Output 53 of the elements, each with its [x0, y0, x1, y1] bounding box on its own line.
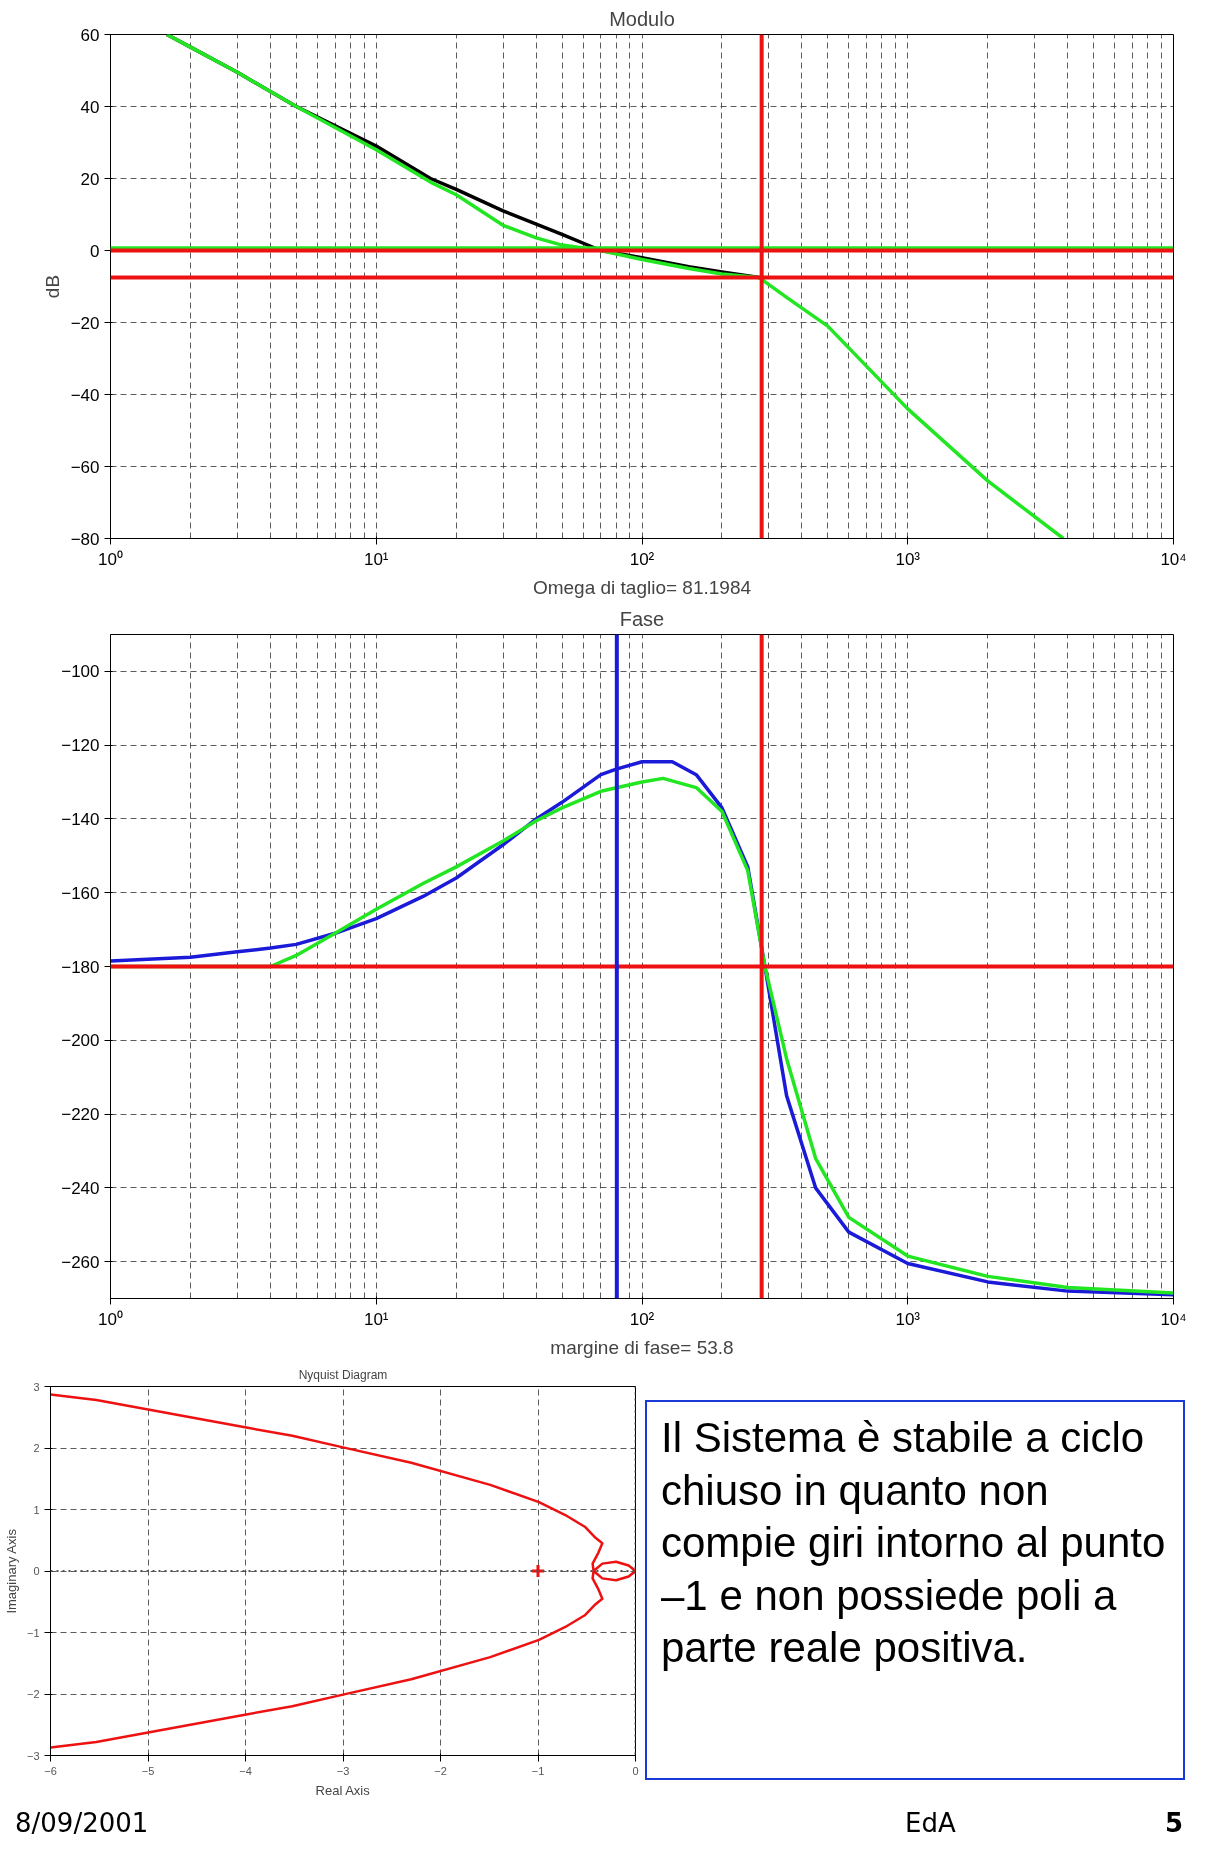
y-tick-label: −140 — [61, 809, 100, 829]
y-tick-label: 0 — [33, 1565, 40, 1577]
x-tick-label: 10⁴ — [1160, 1309, 1187, 1329]
y-tick-label: −1 — [26, 1626, 40, 1639]
chart-title: Fase — [619, 607, 665, 630]
y-tick-label: −220 — [61, 1105, 100, 1125]
y-tick-label: −2 — [26, 1688, 40, 1700]
x-tick-label: 10¹ — [363, 549, 389, 569]
x-tick-label: 10³ — [895, 1309, 921, 1329]
y-tick-label: −260 — [61, 1252, 100, 1272]
y-tick-label: 60 — [80, 25, 100, 45]
y-tick-label: 3 — [33, 1380, 40, 1393]
y-tick-label: −40 — [70, 385, 100, 405]
x-tick-label: −5 — [141, 1764, 155, 1777]
x-tick-label: 10² — [629, 549, 655, 569]
x-tick-label: −4 — [239, 1764, 252, 1777]
x-tick-label: 0 — [632, 1764, 639, 1777]
x-axis-title: Real Axis — [315, 1782, 371, 1798]
y-tick-label: 2 — [33, 1442, 40, 1454]
x-tick-label: 10¹ — [363, 1309, 389, 1329]
y-tick-label: −240 — [61, 1178, 100, 1198]
x-tick-label: −1 — [531, 1764, 545, 1777]
y-tick-label: 0 — [90, 241, 100, 261]
text: 5 — [1165, 1807, 1184, 1840]
x-axis-title: margine di fase= 53.8 — [550, 1336, 734, 1358]
y-tick-label: −120 — [61, 736, 100, 756]
y-tick-label: −20 — [70, 313, 100, 333]
chart-title: Modulo — [609, 7, 675, 30]
y-tick-label: −180 — [61, 957, 100, 977]
y-tick-label: −100 — [61, 662, 100, 682]
x-tick-label: 10³ — [895, 549, 921, 569]
y-tick-label: −80 — [70, 529, 100, 549]
text: Il Sistema è stabile a ciclo chiuso in quanto non compie giri intorno al punto –1 e non possiede poli a parte reale positiva. — [661, 1413, 1167, 1673]
y-tick-label: −60 — [70, 457, 100, 477]
y-tick-label: −200 — [61, 1031, 100, 1051]
y-axis-title: dB — [41, 274, 63, 299]
x-tick-label: −2 — [434, 1764, 447, 1777]
y-axis-title: Imaginary Axis — [3, 1528, 19, 1614]
x-tick-label: 10⁰ — [98, 549, 123, 569]
y-tick-label: 40 — [80, 97, 100, 117]
y-tick-label: −3 — [26, 1749, 40, 1762]
text: EdA — [905, 1807, 956, 1840]
x-tick-label: 10⁰ — [98, 1309, 123, 1329]
x-axis-title: Omega di taglio= 81.1984 — [532, 576, 752, 598]
y-tick-label: −160 — [61, 883, 100, 903]
x-tick-label: 10⁴ — [1160, 549, 1187, 569]
y-tick-label: 20 — [80, 169, 100, 189]
x-tick-label: −6 — [44, 1764, 57, 1777]
x-tick-label: −3 — [336, 1764, 350, 1777]
y-tick-label: 1 — [33, 1503, 40, 1516]
text: 8/09/2001 — [15, 1807, 149, 1840]
chart-title: Nyquist Diagram — [298, 1367, 388, 1382]
x-tick-label: 10² — [629, 1309, 655, 1329]
